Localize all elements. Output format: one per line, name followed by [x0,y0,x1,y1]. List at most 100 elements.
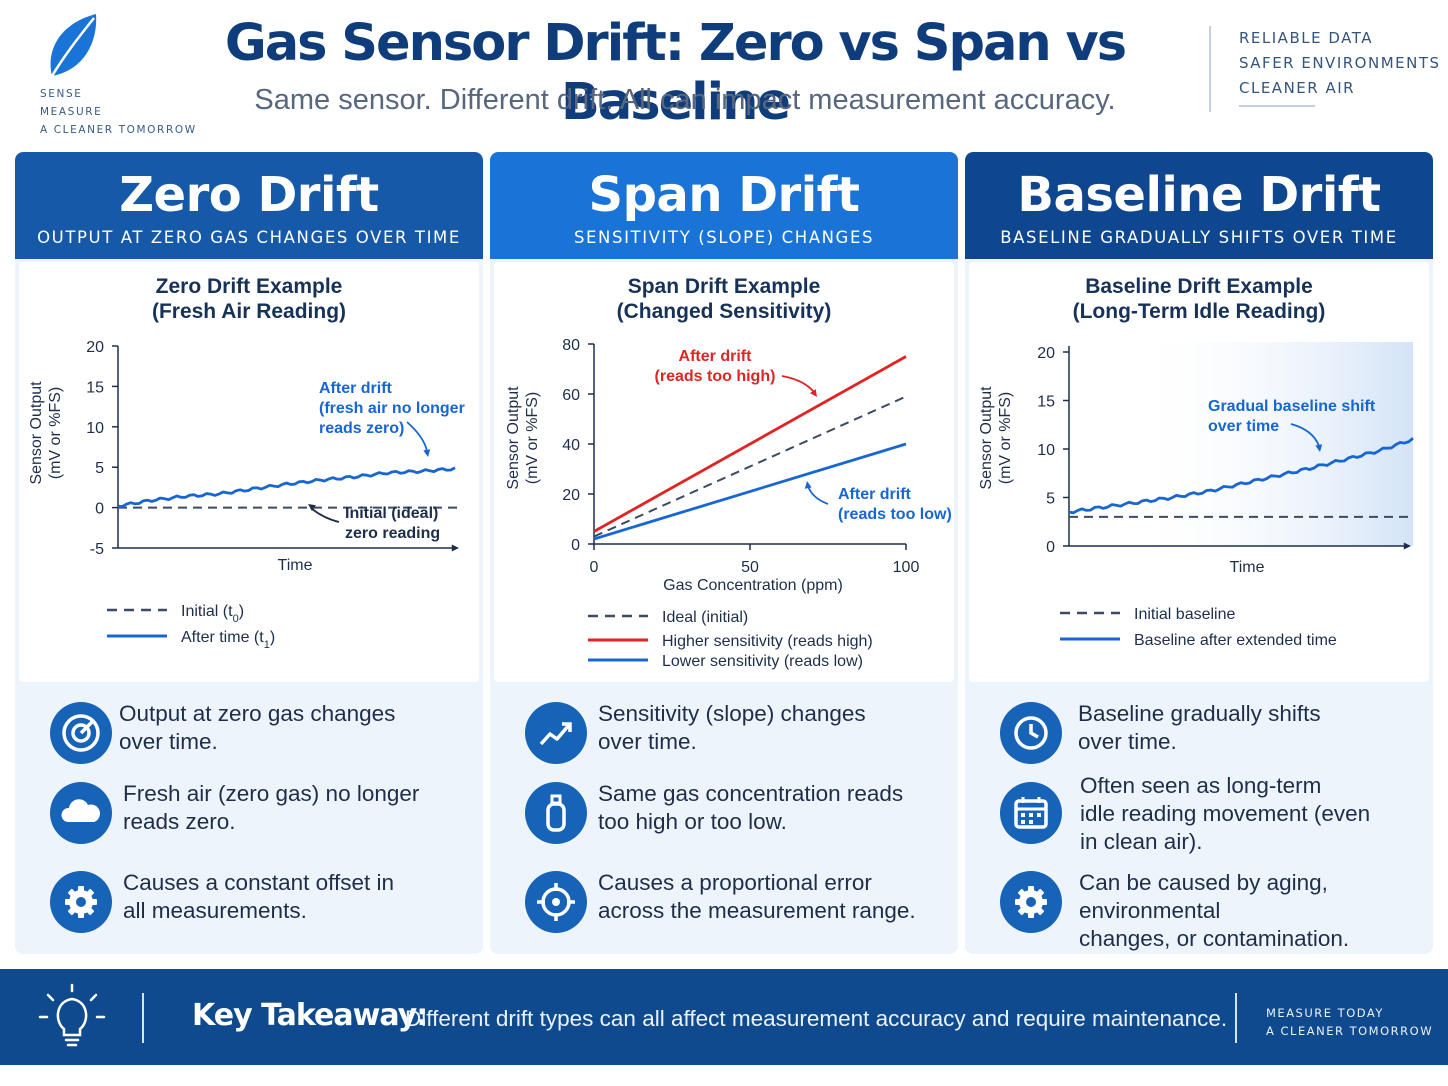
logo-line: A CLEANER TOMORROW [40,124,197,136]
chart-title-line: Zero Drift Example [155,275,343,298]
y-tick-label: 80 [562,337,580,354]
annotation-label: After drift [838,486,912,503]
leaf-icon [50,14,97,77]
legend-label: Lower sensitivity (reads low) [662,653,863,670]
panel-header: Baseline Drift BASELINE GRADUALLY SHIFTS… [965,152,1433,259]
takeaway-text: Different drift types can all affect mea… [405,1006,1228,1031]
brand-logo: SENSE MEASURE A CLEANER TOMORROW [38,12,208,137]
tagline-line: RELIABLE DATA [1239,29,1373,47]
annotation-label: After drift [679,348,753,365]
bullet-text: Same gas concentration reads too high or… [598,781,904,834]
y-tick-label: 20 [86,339,104,356]
takeaway-label: Key Takeaway: [192,998,428,1033]
y-tick-label: 20 [562,487,580,504]
y-axis-label: Sensor Output (mV or %FS) [28,381,64,485]
panel-subheading: OUTPUT AT ZERO GAS CHANGES OVER TIME [37,228,461,247]
y-tick-label: 5 [1046,491,1055,508]
y-tick-label: 0 [1046,539,1055,556]
crosshair-icon [525,871,587,933]
panel-header: Zero Drift OUTPUT AT ZERO GAS CHANGES OV… [15,152,483,259]
footer-tagline-line: A CLEANER TOMORROW [1266,1024,1434,1038]
series-line-1 [593,355,907,533]
series-line-0 [593,395,907,538]
arrow-head [804,481,812,489]
bullet-item: Same gas concentration reads too high or… [508,780,948,850]
y-axis-label-line: Sensor Output [978,386,995,490]
bullet-item: Can be caused by aging, environmental ch… [983,869,1423,951]
y-tick-label: -5 [90,541,104,558]
gear-icon [1000,871,1062,933]
series-after-time-line [117,466,456,509]
chart-title-line: Baseline Drift Example [1085,275,1313,298]
key-takeaway-banner: Key Takeaway: Different drift types can … [0,969,1448,1065]
y-axis-label: Sensor Output (mV or %FS) [505,386,541,490]
bullet-item: Causes a proportional error across the m… [508,869,948,939]
panel-subheading: BASELINE GRADUALLY SHIFTS OVER TIME [1000,228,1398,247]
x-axis-label: Gas Concentration (ppm) [663,577,843,594]
bullet-text: Fresh air (zero gas) no longer reads zer… [123,781,420,834]
x-tick-label: 100 [893,559,920,576]
y-tick-label: 0 [95,501,104,518]
y-tick-label: 5 [95,460,104,477]
zero-drift-chart: 20 15 10 5 0 -5 Sensor Output (mV or %FS) Time Af… [28,339,465,651]
panel-heading: Span Drift [588,167,861,223]
page-title: Gas Sensor Drift: Zero vs Span vs Baseli… [224,14,1127,132]
arrow-head [308,504,316,511]
annotation-label: Gradual baseline shift [1208,398,1376,415]
bullet-text: Sensitivity (slope) changes over time. [598,701,866,754]
y-tick-label: 15 [86,379,104,396]
baseline-drift-panel: Baseline Drift BASELINE GRADUALLY SHIFTS… [965,152,1433,954]
annotation-arrow [781,375,815,393]
y-tick-label: 0 [571,537,580,554]
tagline-line: CLEANER AIR [1239,79,1356,97]
chart-title: Baseline Drift Example (Long-Term Idle R… [965,274,1433,324]
annotation-label: (reads too high) [655,368,776,385]
x-tick-label: 0 [590,559,599,576]
bullet-text: Can be caused by aging, environmental ch… [1079,870,1350,951]
arrow-head [423,449,431,457]
arrow-head [451,544,459,552]
tagline-line: SAFER ENVIRONMENTS [1239,54,1441,72]
bullet-text: Baseline gradually shifts over time. [1078,701,1321,754]
legend-label: Higher sensitivity (reads high) [662,633,873,650]
bullet-text: Causes a constant offset in all measurem… [123,870,394,923]
annotation-label: zero reading [345,525,440,542]
footer-divider [1235,993,1237,1043]
target-icon [50,702,112,764]
y-tick-label: 15 [1037,394,1055,411]
y-axis-label-line: Sensor Output [28,381,45,485]
legend-label: After time (t1) [181,629,275,651]
lightbulb-icon [38,983,106,1047]
annotation-arrow [807,485,829,505]
bullet-item: Output at zero gas changes over time. [33,700,473,770]
footer-tagline-line: MEASURE TODAY [1266,1006,1384,1020]
chart-title-line: (Fresh Air Reading) [151,300,347,323]
panel-heading: Zero Drift [119,167,379,223]
legend-label: Baseline after extended time [1134,632,1337,649]
bullet-item: Sensitivity (slope) changes over time. [508,700,948,770]
x-axis-label: Time [278,557,313,574]
baseline-drift-chart: 20 15 10 5 0 Sensor Output (mV or %FS) Time Grad… [978,342,1414,649]
annotation-arrow [406,421,428,453]
arrow-head [1403,542,1411,550]
legend-label: Initial baseline [1134,606,1236,623]
y-tick-label: 40 [562,437,580,454]
zero-drift-panel: Zero Drift OUTPUT AT ZERO GAS CHANGES OV… [15,152,483,954]
span-drift-panel: Span Drift SENSITIVITY (SLOPE) CHANGES S… [490,152,958,954]
panel-header: Span Drift SENSITIVITY (SLOPE) CHANGES [490,152,958,259]
x-tick-label: 50 [741,559,759,576]
annotation-label: Initial (ideal) [345,505,438,522]
chart-title-line: (Long-Term Idle Reading) [1072,300,1326,323]
annotation-label: (reads too low) [838,506,952,523]
footer-tagline: MEASURE TODAY A CLEANER TOMORROW [1266,1004,1433,1040]
calendar-icon [1000,782,1062,844]
annotation-label: After drift [319,380,393,397]
series-line-2 [593,442,907,541]
arrow-head [810,389,817,397]
page-subtitle: Same sensor. Different drift. All can im… [254,84,1116,116]
clock-icon [1000,702,1062,764]
bullet-text: Output at zero gas changes over time. [119,701,396,754]
x-axis-label: Time [1230,559,1265,576]
legend-label: Ideal (initial) [662,609,748,626]
panel-subheading: SENSITIVITY (SLOPE) CHANGES [573,228,875,247]
